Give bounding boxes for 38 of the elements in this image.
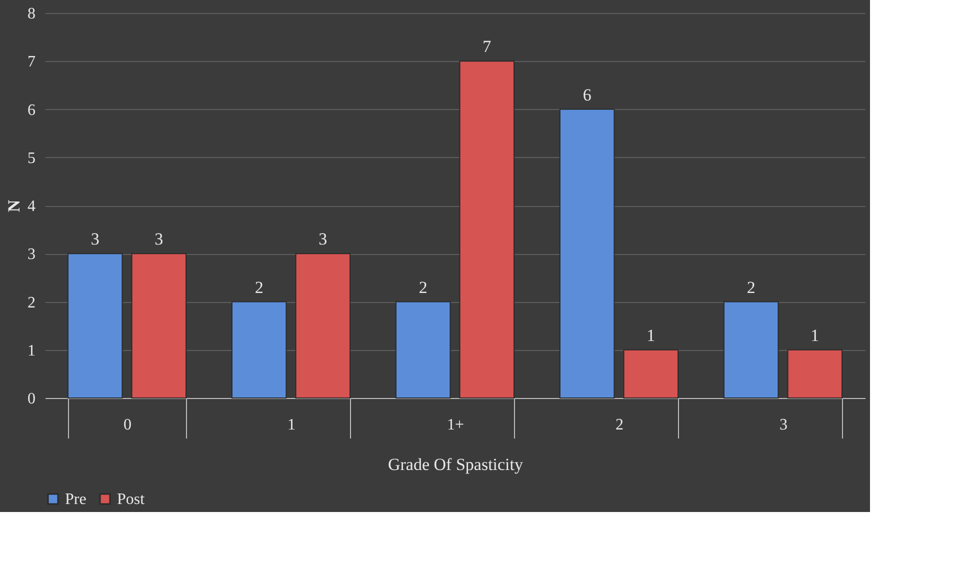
x-tick-label: 3: [780, 416, 788, 434]
y-tick-label: 6: [28, 102, 36, 119]
bar: [231, 301, 287, 398]
data-label: 3: [154, 230, 164, 249]
data-label: 3: [318, 230, 328, 249]
bar: [67, 253, 123, 398]
bar: [131, 253, 187, 398]
y-tick-label: 3: [28, 246, 36, 264]
y-tick-label: 5: [28, 150, 36, 167]
bar: [787, 349, 843, 398]
data-label: 6: [582, 85, 592, 104]
x-tick-label: 1: [288, 416, 296, 434]
data-label: 1: [646, 326, 656, 345]
y-tick-label: 4: [28, 198, 36, 215]
bar: [295, 253, 351, 398]
bar: [395, 301, 451, 398]
x-axis-title: Grade Of Spasticity: [388, 455, 524, 474]
y-tick-label: 1: [28, 342, 36, 360]
bar: [723, 301, 779, 398]
y-tick-label: 7: [28, 54, 36, 71]
bar: [559, 108, 615, 398]
y-tick-label: 2: [28, 294, 36, 312]
data-label: 2: [418, 278, 428, 297]
legend-label: Post: [117, 491, 146, 508]
data-label: 2: [254, 278, 264, 297]
y-axis-title: N: [4, 199, 24, 212]
data-label: 7: [482, 37, 492, 56]
legend-label: Pre: [65, 491, 86, 508]
data-label: 3: [90, 230, 100, 249]
x-tick-label: 0: [124, 416, 132, 434]
y-tick-label: 0: [28, 390, 36, 408]
bar: [623, 349, 679, 398]
x-tick-label: 2: [616, 416, 624, 434]
y-tick-label: 8: [28, 6, 36, 22]
data-label: 1: [810, 326, 820, 345]
data-label: 2: [746, 278, 756, 297]
bar: [459, 60, 515, 398]
x-tick-label: 1+: [446, 416, 464, 434]
